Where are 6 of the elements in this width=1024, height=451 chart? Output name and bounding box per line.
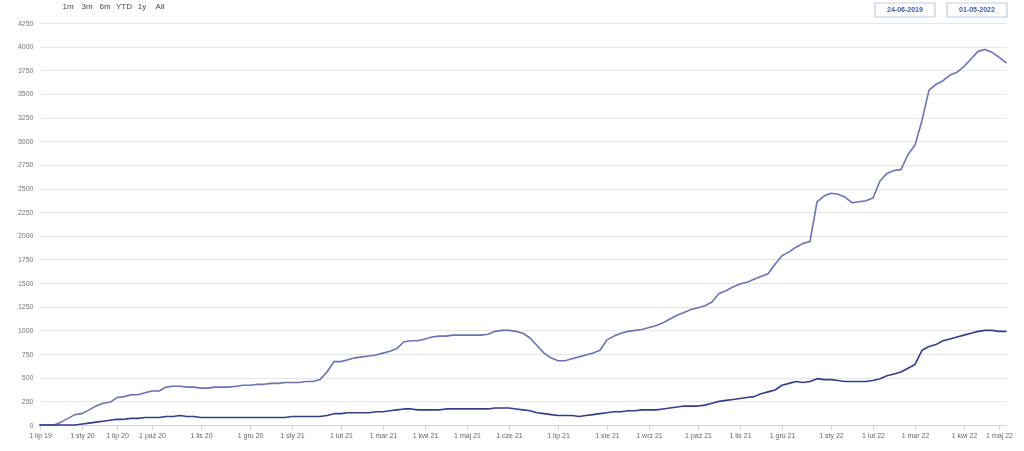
text: 1y (137, 2, 147, 11)
text: 1m (62, 2, 74, 11)
text: 6m (99, 2, 111, 11)
text: All (155, 2, 165, 11)
text: 3m (81, 2, 93, 11)
text: YTD (116, 2, 133, 11)
